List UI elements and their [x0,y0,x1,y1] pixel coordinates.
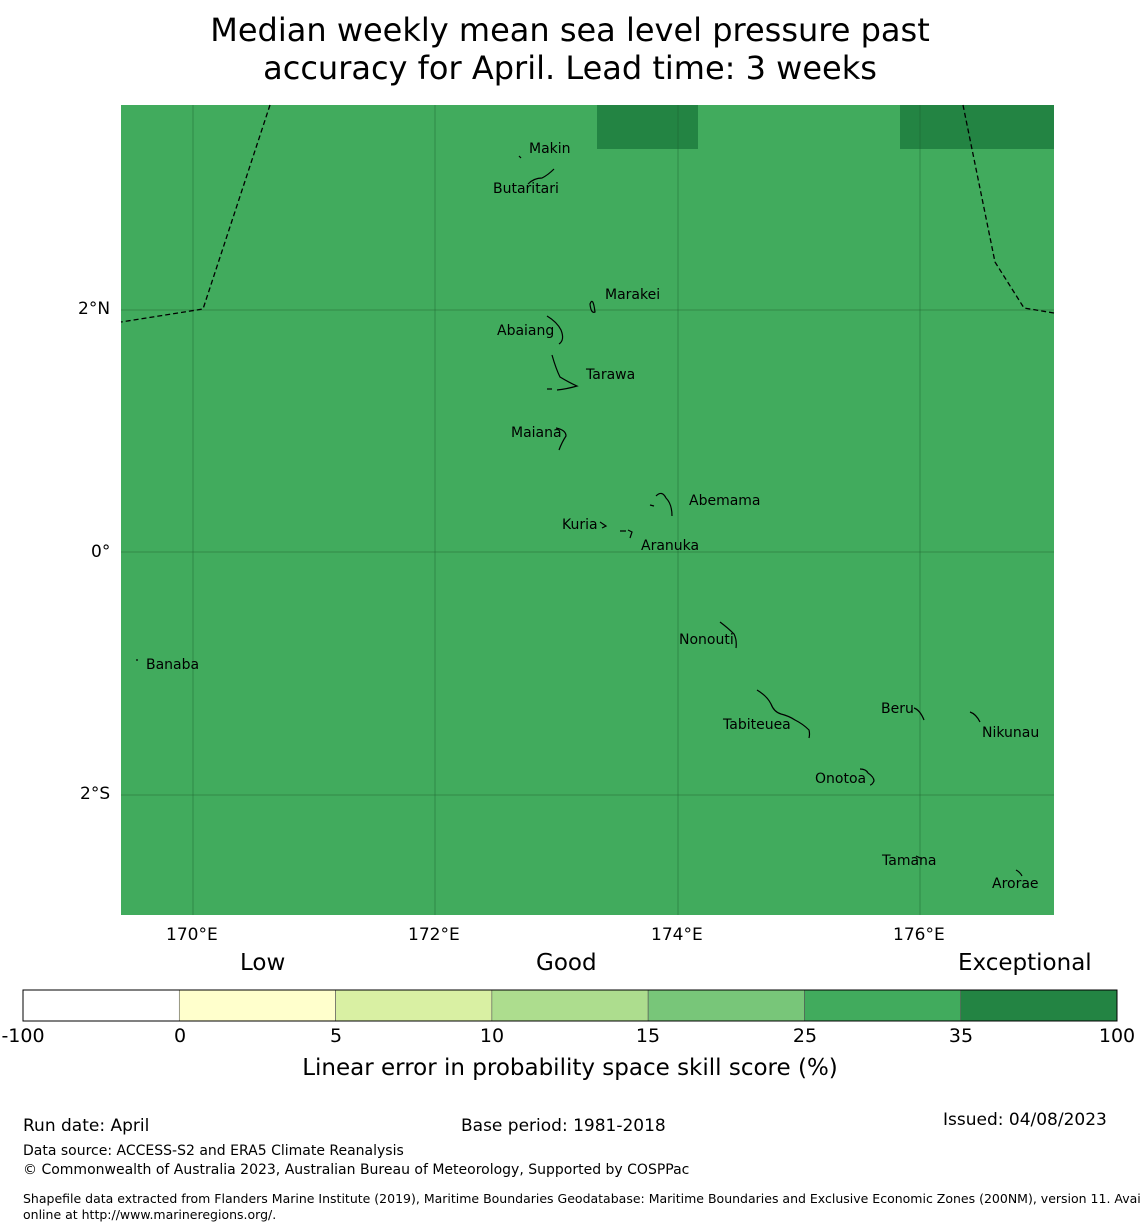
colorbar-tick-label: 0 [173,1025,187,1047]
island-abaiang [546,315,564,345]
map-title-line-2: accuracy for April. Lead time: 3 weeks [263,49,877,87]
colorbar-bin [491,989,649,1022]
place-label-maiana: Maiana [511,425,562,441]
island-beru [913,707,925,721]
colorbar-bin [960,989,1118,1022]
shapefile-credit-line-1: Shapefile data extracted from Flanders M… [23,1191,1140,1206]
island-tabiteuea [756,689,811,739]
lat-tick-label: 2°N [78,299,111,319]
place-label-onotoa: Onotoa [815,771,867,787]
island-makin [518,155,522,159]
colorbar-tick-label: 100 [1098,1025,1136,1047]
island-arorae [1015,869,1023,877]
island-butaritari [527,168,555,185]
place-label-aranuka: Aranuka [641,538,700,554]
island-marakei [589,300,596,313]
colorbar-bin [804,989,962,1022]
lon-tick-label: 172°E [408,925,460,945]
colorbar-category-good: Good [536,950,597,976]
place-label-arorae: Arorae [992,876,1039,892]
colorbar-category-exceptional: Exceptional [958,950,1092,976]
island-tarawa [551,354,579,391]
island-nonouti [719,621,737,649]
lon-tick-label: 170°E [166,925,218,945]
lon-tick-label: 176°E [893,925,945,945]
island-aranuka [620,529,633,539]
colorbar-bin [22,989,180,1022]
lat-tick-label: 0° [91,542,111,562]
colorbar-tick-label: -100 [1,1025,45,1047]
run-date: Run date: April [23,1116,150,1136]
colorbar-bin [178,989,336,1022]
copyright-notice: © Commonwealth of Australia 2023, Austra… [23,1162,690,1178]
lat-tick-label: 2°S [80,784,111,804]
place-label-abaiang: Abaiang [497,323,555,339]
map-title-line-1: Median weekly mean sea level pressure pa… [210,11,930,49]
island-tamana [915,855,921,859]
eez-boundary-east [962,104,1055,314]
colorbar-tick-label: 15 [635,1025,661,1047]
colorbar-bin [647,989,805,1022]
colorbar [22,989,1118,1022]
colorbar-label: Linear error in probability space skill … [302,1055,838,1081]
place-label-tarawa: Tarawa [586,367,636,383]
eez-boundaries [120,104,1055,323]
issued-date: Issued: 04/08/2023 [943,1110,1107,1130]
colorbar-tick-label: 25 [792,1025,818,1047]
place-label-kuria: Kuria [562,517,598,533]
map-background [121,105,1054,915]
place-label-nonouti: Nonouti [679,632,734,648]
data-source: Data source: ACCESS-S2 and ERA5 Climate … [23,1143,404,1159]
place-label-banaba: Banaba [146,657,200,673]
place-label-marakei: Marakei [605,287,661,303]
colorbar-frame [22,989,1118,1022]
gridlines [121,105,1054,915]
place-label-nikunau: Nikunau [982,725,1040,741]
exceptional-cell-north-center [597,105,698,149]
island-maiana [555,427,567,451]
place-label-abemama: Abemama [689,493,761,509]
island-nikunau [969,711,981,723]
island-abemama [655,492,673,517]
colorbar-tick-label: 5 [329,1025,343,1047]
island-outlines [136,155,1023,877]
map-panel [120,104,1055,915]
colorbar-category-low: Low [240,950,286,976]
place-label-tabiteuea: Tabiteuea [723,717,791,733]
island-kuria [599,521,608,529]
shapefile-credit-line-2: online at http://www.marineregions.org/. [23,1207,277,1222]
place-label-beru: Beru [881,701,914,717]
lon-tick-label: 174°E [651,925,703,945]
place-label-butaritari: Butaritari [493,181,559,197]
place-label-makin: Makin [529,141,571,157]
island-abemama-islet [649,504,655,507]
exceptional-cell-north-east [900,105,1054,149]
island-onotoa [859,768,875,786]
base-period: Base period: 1981-2018 [461,1116,666,1136]
place-label-tamana: Tamana [882,853,937,869]
colorbar-tick-label: 10 [479,1025,505,1047]
colorbar-bin [335,989,493,1022]
colorbar-tick-label: 35 [948,1025,974,1047]
